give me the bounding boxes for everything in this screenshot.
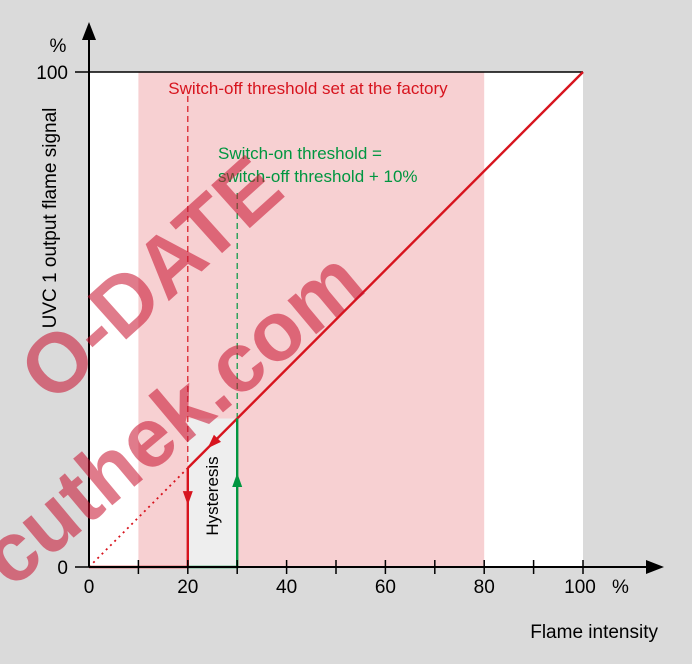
x-tick-label-40: 40 [276,577,297,598]
y-axis-arrow [82,22,96,40]
x-tick-label-100: 100 [564,577,596,598]
x-axis-title: Flame intensity [530,622,658,643]
signal-line [186,71,584,469]
switch-on-annotation-line1: Switch-on threshold = [218,144,382,163]
line-direction-arrow [207,434,221,449]
switch-off-arrow [182,491,193,506]
hysteresis-label: Hysteresis [203,456,222,535]
y-tick-label-0: 0 [57,558,68,579]
y-unit-label: % [50,36,67,57]
switch-on-annotation-line2: switch-off threshold + 10% [218,167,418,186]
x-tick-label-20: 20 [177,577,198,598]
x-tick-label-0: 0 [84,577,95,598]
x-tick-label-80: 80 [474,577,495,598]
x-axis-arrow [646,560,664,574]
switch-on-arrow [232,472,243,487]
y-tick-label-100: 100 [36,63,68,84]
x-tick-label-60: 60 [375,577,396,598]
x-unit-label: % [612,577,629,598]
y-axis-title: UVC 1 output flame signal [40,108,61,329]
switch-off-annotation: Switch-off threshold set at the factory [168,79,448,98]
